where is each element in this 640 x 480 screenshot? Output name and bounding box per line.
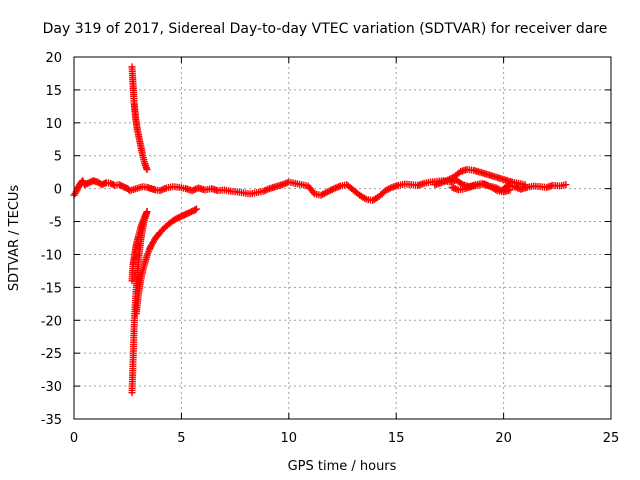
data-point — [142, 209, 150, 217]
y-tick-label: -15 — [41, 281, 62, 296]
y-tick-label: 20 — [45, 51, 62, 66]
data-point — [141, 212, 149, 220]
series-main-trace — [70, 176, 570, 204]
data-point — [145, 246, 153, 254]
data-point — [143, 166, 151, 174]
data-point — [506, 186, 514, 194]
x-tick-label: 5 — [177, 431, 185, 446]
data-point — [386, 184, 394, 192]
x-tick-label: 10 — [281, 431, 298, 446]
y-tick-label: 10 — [45, 117, 62, 132]
data-point — [146, 244, 154, 252]
series-secondary-trace — [431, 166, 529, 189]
tick-layer: 0 5 10 15 20 25 20 15 10 5 0 -5 -10 -15 -20 -25 -30 -35 — [41, 51, 620, 446]
chart-title: Day 319 of 2017, Sidereal Day-to-day VTE… — [43, 21, 608, 37]
data-point — [521, 181, 529, 189]
y-tick-label: 0 — [54, 183, 62, 198]
x-tick-label: 25 — [603, 431, 620, 446]
data-point — [73, 186, 81, 194]
x-tick-label: 0 — [70, 431, 78, 446]
series-lower-branch-inner — [128, 208, 151, 285]
series-recovery-curve — [132, 205, 200, 318]
y-axis-label: SDTVAR / TECUs — [7, 185, 22, 292]
series-upper-branch — [128, 63, 151, 174]
data-point — [492, 186, 500, 194]
data-point — [143, 208, 151, 216]
data-point — [361, 194, 369, 202]
data-layer — [70, 63, 570, 397]
x-tick-label: 20 — [495, 431, 512, 446]
x-tick-label: 15 — [388, 431, 405, 446]
y-tick-label: -35 — [41, 413, 62, 428]
plot-frame — [73, 56, 612, 420]
y-tick-label: -5 — [49, 216, 62, 231]
data-point — [142, 211, 150, 219]
y-tick-label: -25 — [41, 347, 62, 362]
y-tick-label: -20 — [41, 314, 62, 329]
x-axis-label: GPS time / hours — [288, 459, 397, 474]
data-point — [562, 181, 570, 189]
series-lower-trace — [448, 180, 514, 196]
y-tick-label: -30 — [41, 380, 62, 395]
y-tick-label: 5 — [54, 150, 62, 165]
data-point — [192, 205, 200, 213]
y-tick-label: 15 — [45, 84, 62, 99]
grid-layer — [74, 57, 611, 419]
y-tick-label: -10 — [41, 248, 62, 263]
data-point — [328, 185, 336, 193]
